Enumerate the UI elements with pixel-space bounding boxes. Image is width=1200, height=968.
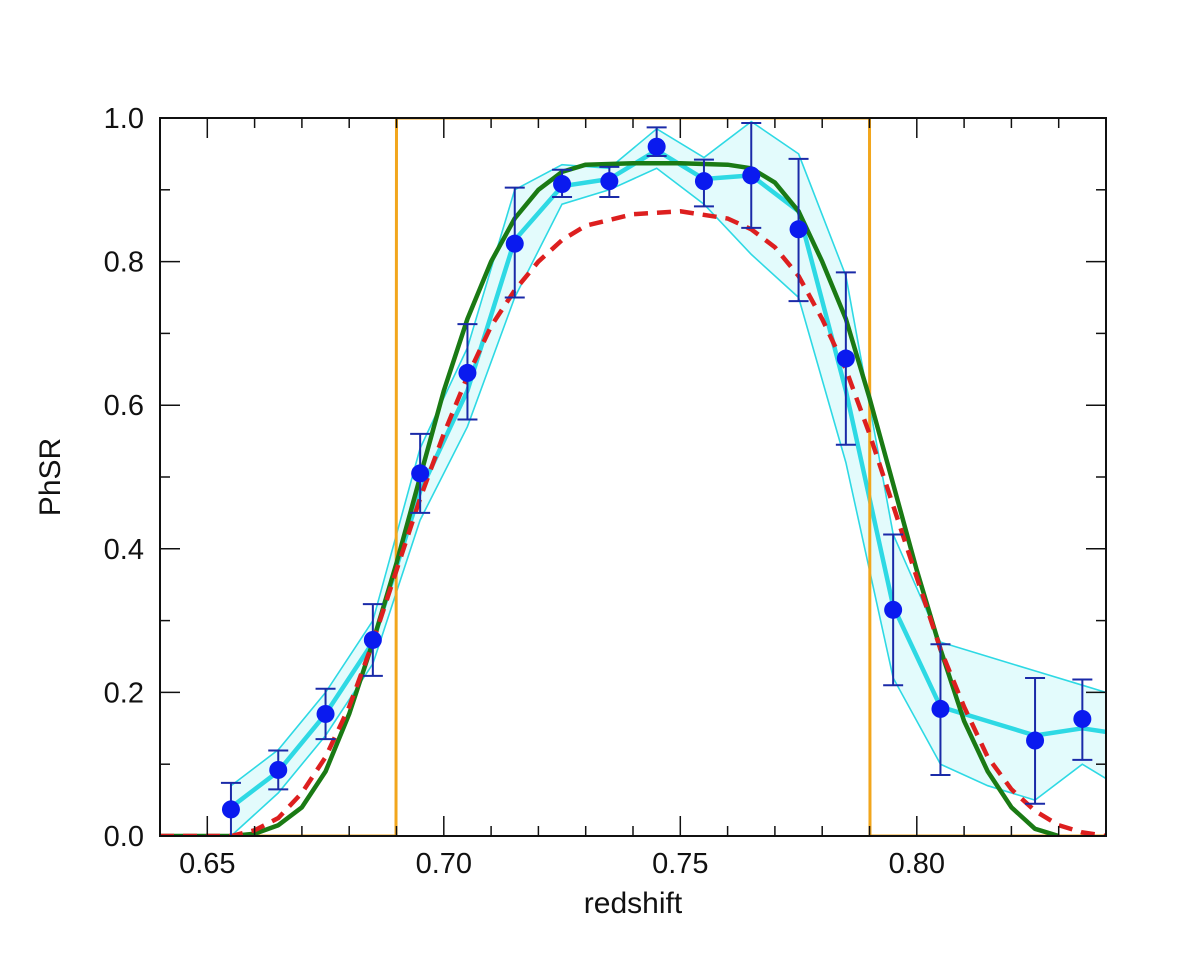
data-point-marker	[836, 349, 855, 368]
data-point-marker	[694, 172, 713, 191]
y-tick-label: 0.4	[104, 534, 144, 566]
x-tick-label: 0.75	[652, 848, 708, 880]
data-point-8	[552, 168, 573, 198]
data-point-18	[1072, 678, 1093, 761]
data-point-2	[268, 749, 289, 791]
data-point-marker	[647, 137, 666, 156]
data-point-10	[646, 126, 667, 158]
data-point-marker	[884, 600, 903, 619]
x-tick-label: 0.65	[179, 848, 235, 880]
data-point-11	[693, 158, 714, 208]
y-tick-label: 0.2	[104, 677, 144, 709]
data-point-4	[362, 603, 383, 677]
data-point-marker	[505, 234, 524, 253]
data-point-12	[741, 122, 762, 229]
data-point-14	[835, 271, 856, 446]
band-upper-line	[230, 120, 1106, 787]
x-tick-label: 0.70	[416, 848, 472, 880]
data-point-1	[220, 781, 241, 836]
green-fit-line	[160, 160, 1060, 836]
data-point-5	[410, 432, 431, 514]
x-tick-label: 0.80	[889, 848, 945, 880]
y-axis-title: PhSR	[34, 438, 67, 516]
data-point-marker	[269, 760, 288, 779]
data-point-marker	[363, 630, 382, 649]
data-point-marker	[742, 166, 761, 185]
data-point-marker	[553, 175, 572, 194]
data-point-marker	[1026, 731, 1045, 750]
data-point-marker	[221, 800, 240, 819]
data-point-marker	[931, 699, 950, 718]
data-point-13	[788, 157, 809, 303]
x-axis-title: redshift	[584, 887, 683, 920]
y-tick-label: 0.0	[104, 821, 144, 853]
band-fill-area	[231, 121, 1106, 836]
data-point-7	[504, 186, 525, 299]
data-point-marker	[458, 363, 477, 382]
data-point-17	[1025, 677, 1046, 805]
data-point-6	[457, 323, 478, 421]
data-point-9	[599, 165, 620, 198]
data-point-marker	[316, 704, 335, 723]
data-point-marker	[600, 172, 619, 191]
data-point-3	[315, 687, 336, 741]
y-tick-label: 0.8	[104, 247, 144, 279]
data-point-15	[883, 533, 904, 687]
y-tick-label: 0.6	[104, 390, 144, 422]
data-point-16	[930, 643, 951, 776]
data-point-marker	[411, 464, 430, 483]
y-tick-label: 1.0	[104, 103, 144, 135]
data-point-marker	[789, 220, 808, 239]
data-point-marker	[1073, 709, 1092, 728]
